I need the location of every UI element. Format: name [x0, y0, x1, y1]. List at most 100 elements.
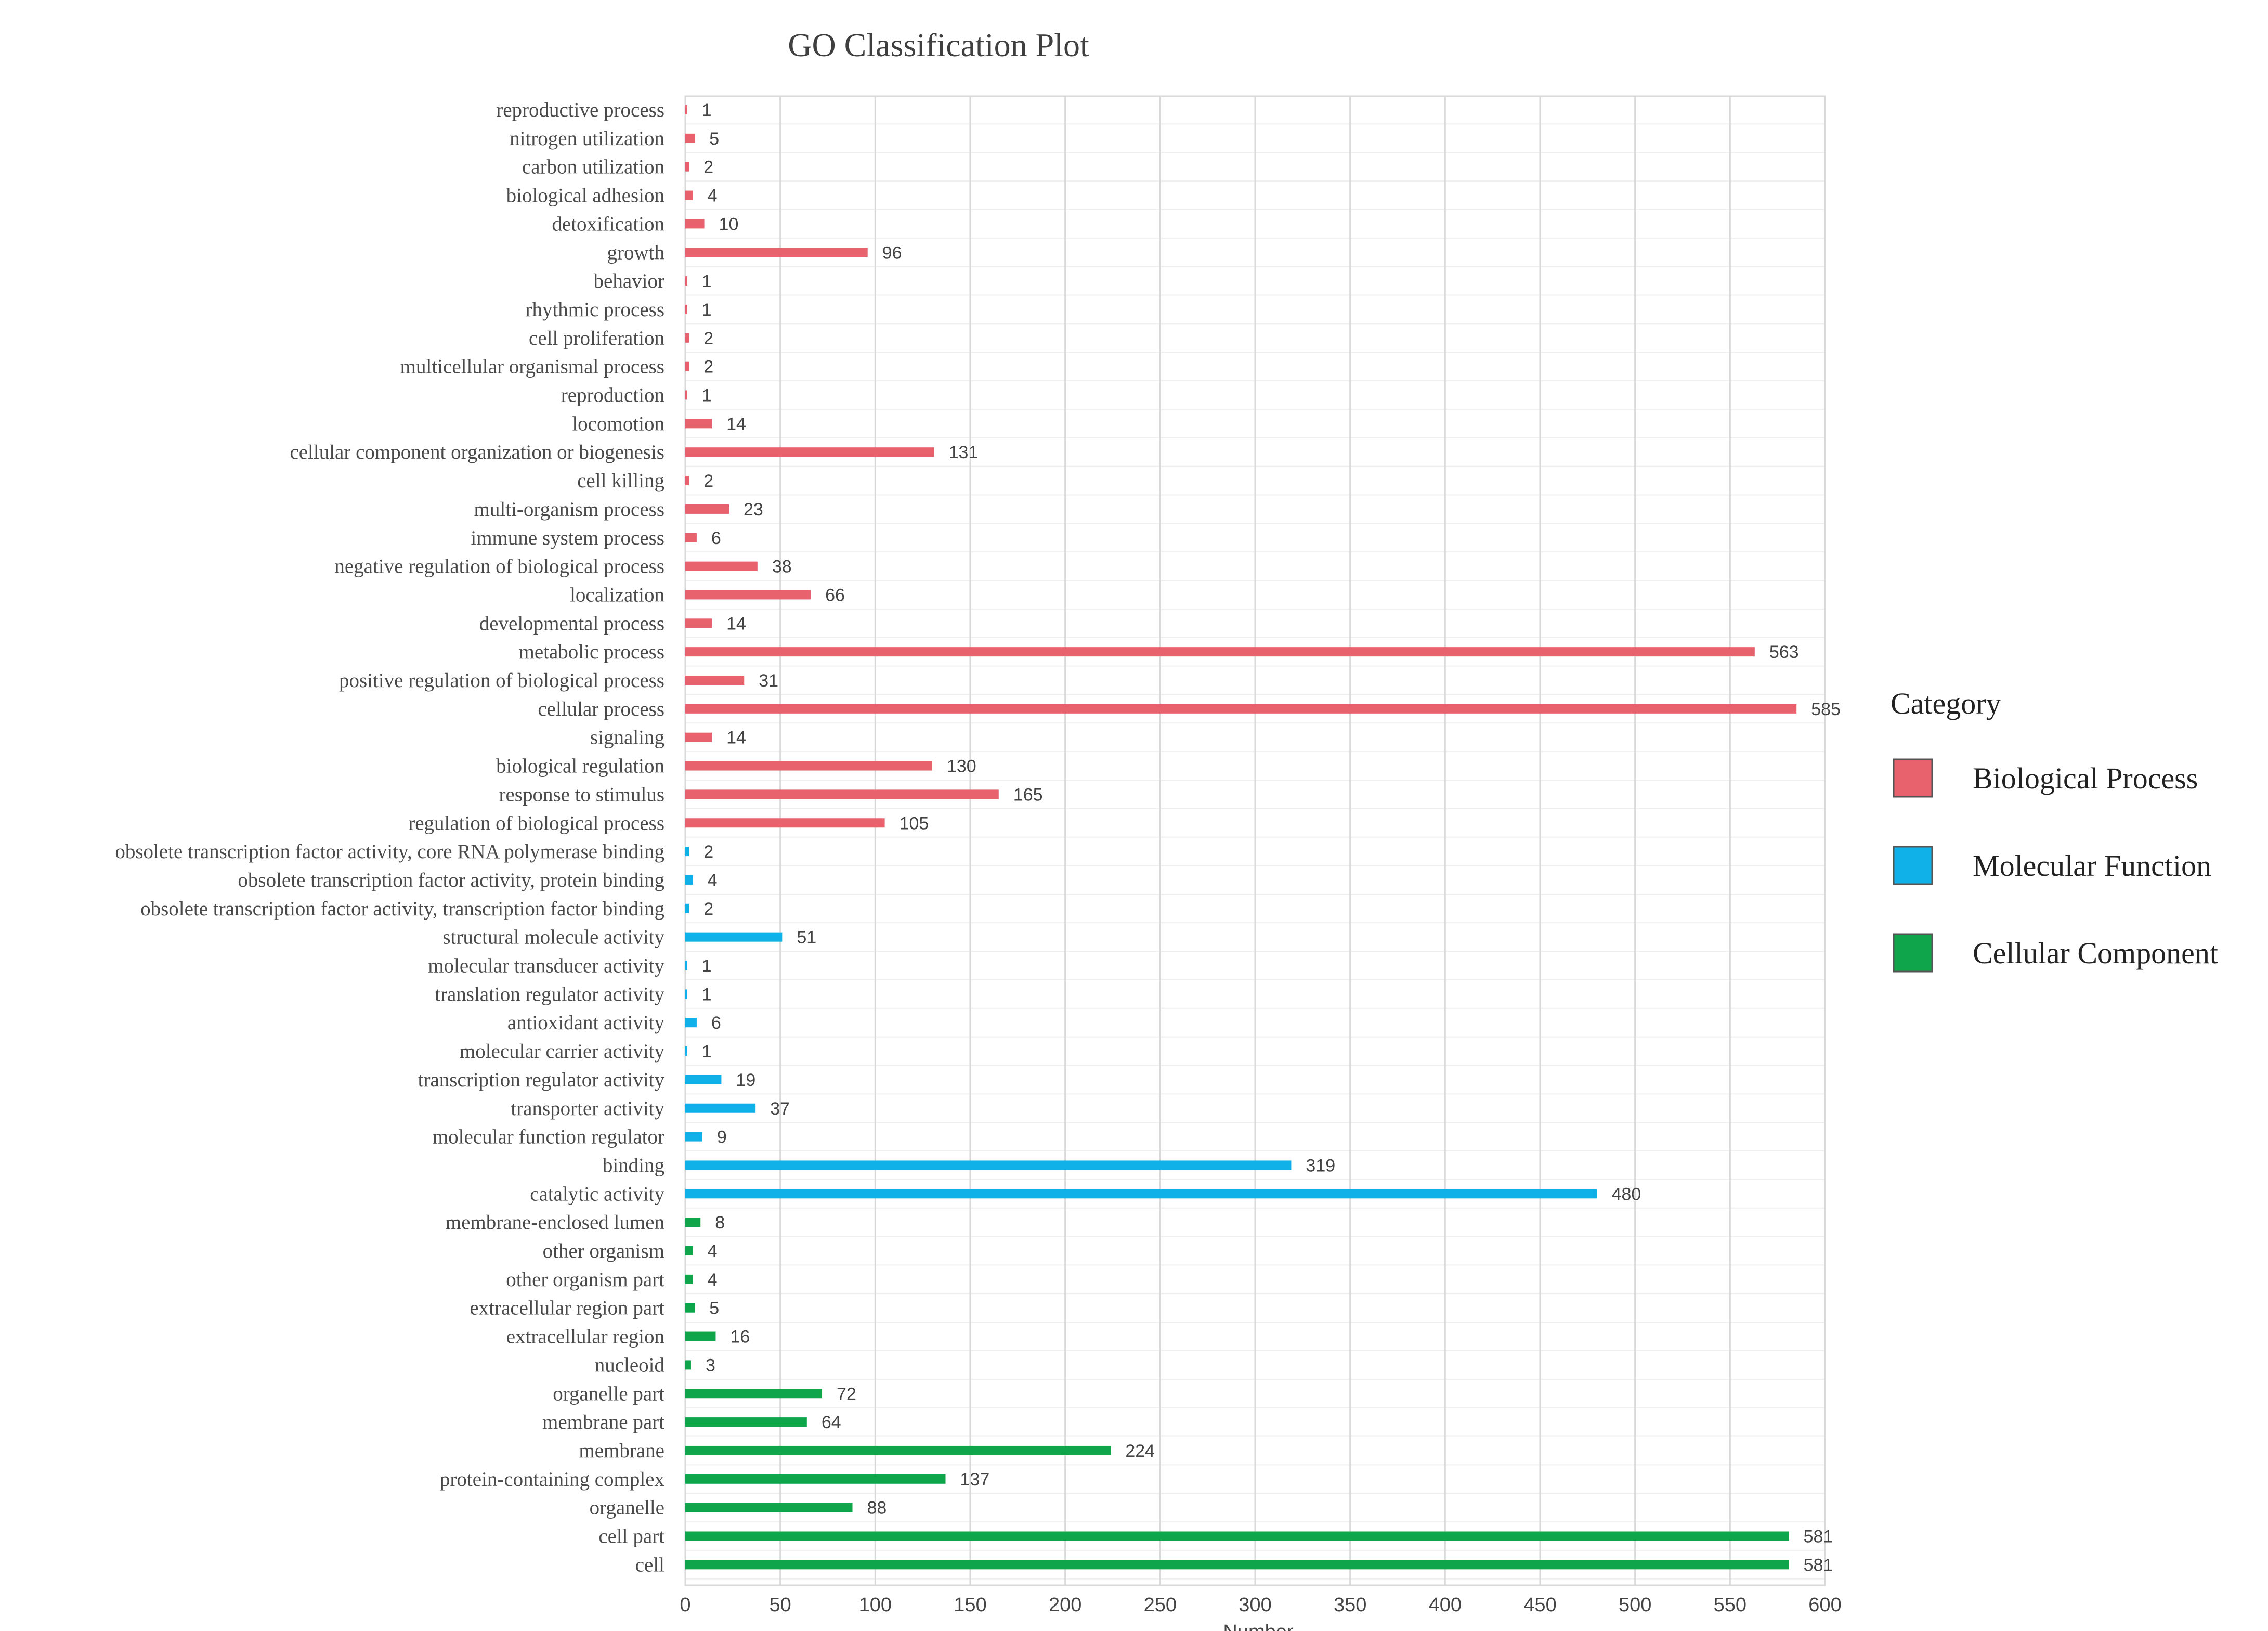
category-label: rhythmic process	[525, 299, 664, 321]
value-label: 1	[702, 1042, 712, 1062]
bar	[685, 1103, 756, 1113]
category-label: cell part	[598, 1525, 664, 1548]
value-label: 14	[726, 414, 746, 434]
value-label: 480	[1612, 1184, 1641, 1204]
category-label: multi-organism process	[474, 498, 664, 521]
value-label: 38	[772, 557, 792, 577]
category-label: behavior	[594, 270, 664, 292]
bars-layer: 1524109611221141312236386614563315851413…	[685, 100, 1841, 1575]
axis-layer: 0 50 100 150 200 250 300 350 400 450 500 550 600 repr…	[115, 99, 1841, 1616]
category-label: membrane-enclosed lumen	[446, 1211, 664, 1234]
category-label: localization	[570, 584, 664, 606]
bar	[685, 361, 689, 371]
value-label: 137	[960, 1470, 990, 1490]
value-label: 3	[706, 1355, 715, 1375]
value-label: 1	[702, 985, 712, 1004]
bar	[685, 248, 868, 257]
category-label: detoxification	[552, 213, 664, 235]
value-label: 6	[711, 528, 721, 548]
value-label: 1	[702, 956, 712, 976]
value-label: 6	[711, 1013, 721, 1033]
bar	[685, 133, 695, 143]
value-label: 1	[702, 271, 712, 291]
x-tick-label: 150	[954, 1594, 986, 1616]
legend-label: Biological Process	[1973, 761, 2198, 795]
category-label: structural molecule activity	[442, 926, 664, 949]
bar	[685, 1474, 946, 1484]
category-label: cellular process	[538, 698, 664, 720]
category-label: catalytic activity	[530, 1183, 664, 1205]
bar	[685, 190, 693, 200]
category-label: cellular component organization or bioge…	[290, 441, 664, 463]
bar	[685, 1274, 693, 1284]
bar	[685, 1189, 1597, 1199]
category-label: transcription regulator activity	[418, 1069, 665, 1091]
category-label: biological adhesion	[506, 185, 664, 207]
value-label: 66	[825, 585, 845, 605]
value-label: 4	[708, 871, 718, 890]
x-axis-label: Number	[1223, 1621, 1293, 1631]
category-label: developmental process	[479, 612, 664, 635]
bar	[685, 276, 687, 286]
category-label: growth	[607, 241, 665, 264]
category-label: carbon utilization	[522, 156, 664, 178]
value-label: 88	[867, 1498, 887, 1518]
bar	[685, 590, 811, 600]
bar	[685, 1160, 1292, 1170]
bar	[685, 162, 689, 172]
category-label: obsolete transcription factor activity, …	[140, 898, 664, 920]
value-label: 14	[726, 728, 746, 748]
value-label: 585	[1811, 700, 1841, 719]
bar	[685, 304, 687, 314]
value-label: 2	[703, 471, 713, 491]
category-label: reproduction	[561, 384, 664, 407]
bar	[685, 1389, 823, 1399]
value-label: 37	[770, 1099, 790, 1119]
value-label: 51	[797, 928, 816, 948]
value-label: 1	[702, 386, 712, 406]
x-tick-label: 350	[1334, 1594, 1366, 1616]
category-label: regulation of biological process	[408, 812, 664, 834]
bar	[685, 1132, 702, 1142]
legend-label: Molecular Function	[1973, 849, 2211, 883]
bar	[685, 1360, 691, 1370]
grid-layer	[684, 95, 1826, 1586]
category-label: signaling	[590, 727, 664, 749]
bar	[685, 676, 745, 685]
category-label: molecular transducer activity	[428, 955, 664, 977]
value-label: 130	[947, 757, 976, 776]
bar	[685, 105, 687, 114]
value-label: 23	[744, 500, 763, 520]
category-label: membrane part	[542, 1411, 664, 1433]
bar	[685, 847, 689, 857]
category-label: negative regulation of biological proces…	[334, 555, 664, 578]
x-tick-label: 450	[1523, 1594, 1556, 1616]
value-label: 72	[837, 1384, 856, 1404]
chart-title: GO Classification Plot	[788, 27, 1089, 63]
bar	[685, 1046, 687, 1056]
category-label: biological regulation	[496, 755, 664, 778]
value-label: 165	[1013, 785, 1043, 805]
x-tick-label: 400	[1429, 1594, 1462, 1616]
value-label: 96	[882, 243, 902, 263]
bar	[685, 732, 712, 742]
bar	[685, 1445, 1111, 1455]
category-label: cell killing	[577, 470, 664, 492]
bar	[685, 1331, 716, 1341]
legend-swatch	[1893, 933, 1933, 973]
category-label: locomotion	[572, 412, 664, 435]
category-label: organelle part	[553, 1382, 664, 1405]
category-label: membrane	[579, 1440, 664, 1462]
bar	[685, 1560, 1789, 1570]
bar	[685, 533, 697, 542]
category-label: positive regulation of biological proces…	[339, 669, 664, 692]
category-label: multicellular organismal process	[400, 356, 664, 378]
bar	[685, 561, 758, 571]
category-label: extracellular region part	[470, 1297, 664, 1319]
legend-swatch	[1893, 758, 1933, 798]
legend-title: Category	[1891, 687, 2001, 720]
bar	[685, 419, 712, 429]
x-tick-label: 300	[1239, 1594, 1271, 1616]
value-label: 64	[822, 1413, 841, 1432]
